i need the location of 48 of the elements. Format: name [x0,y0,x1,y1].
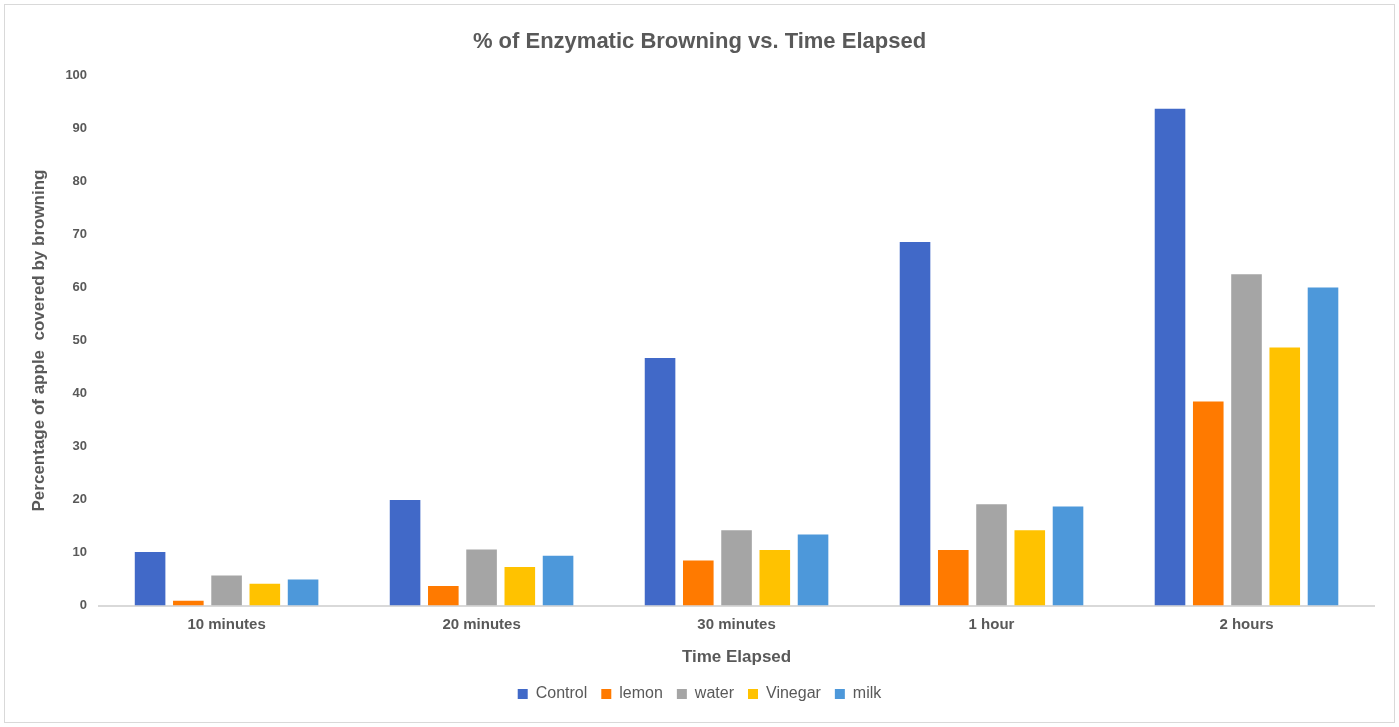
bar [797,534,829,606]
legend-label: lemon [619,684,663,702]
y-tick-label: 80 [72,173,88,189]
x-tick-label: 1 hour [968,614,1015,632]
bar [249,583,281,606]
bar [1307,287,1339,606]
legend-label: Vinegar [765,684,822,702]
chart-title: % of Enzymatic Browning vs. Time Elapsed [472,28,927,54]
legend-label: Control [535,684,588,702]
legend-label: water [693,684,735,702]
bar [542,555,574,606]
bar [504,566,536,606]
bar [211,575,242,606]
bar [1192,401,1224,606]
y-tick-label: 70 [72,226,88,242]
bar [466,549,497,606]
bar [1269,347,1301,606]
y-tick-label: 0 [79,597,88,613]
y-tick-label: 30 [72,438,88,454]
bar [1052,506,1084,606]
y-tick-label: 20 [72,491,88,507]
x-tick-label: 20 minutes [442,614,521,632]
bar [428,585,459,606]
bar [976,504,1007,606]
y-tick-label: 60 [72,279,88,295]
x-tick-label: 30 minutes [697,614,776,632]
legend-label: milk [852,684,883,702]
bar [899,241,931,606]
bar [1014,530,1046,606]
bar [721,530,752,606]
bar [759,549,791,606]
bar [287,579,319,606]
y-tick-label: 50 [72,332,88,348]
bar [1231,274,1262,606]
bar [644,358,676,606]
x-tick-label: 2 hours [1219,614,1274,632]
x-tick-label: 10 minutes [187,614,266,632]
y-axis-title: Percentage of apple covered by browning [28,169,48,512]
bar [134,552,166,606]
bar [1154,108,1186,606]
bar [683,560,714,606]
y-tick-label: 90 [72,120,88,135]
y-tick-label: 40 [72,385,88,401]
bar [937,549,969,606]
bar [389,500,421,606]
x-axis-title: Time Elapsed [681,647,792,667]
y-tick-label: 100 [65,66,88,82]
y-tick-label: 10 [72,544,88,560]
